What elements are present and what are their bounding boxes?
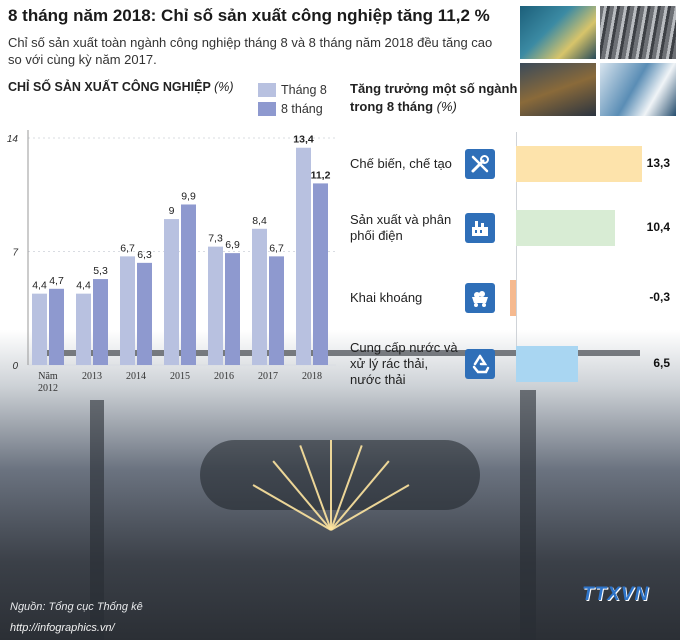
bar-chart-legend: Tháng 8 8 tháng xyxy=(258,80,327,118)
bar-value-label: 5,3 xyxy=(93,265,108,277)
bar-value-label: 7,3 xyxy=(208,233,223,245)
x-tick-label: 2015 xyxy=(170,371,190,382)
sector-value: 13,3 xyxy=(646,156,670,170)
x-tick-label: 2018 xyxy=(302,371,322,382)
bar-value-label: 6,7 xyxy=(120,242,135,254)
sector-label: Chế biến, chế tạo xyxy=(350,156,452,171)
bar-8thang xyxy=(225,253,240,365)
x-tick-label: 2014 xyxy=(126,371,146,382)
photo-thumbnails xyxy=(520,6,676,116)
power-plant-icon xyxy=(465,213,495,243)
mining-cart-icon xyxy=(465,283,495,313)
sector-label: Khai khoáng xyxy=(350,290,423,305)
sector-label: Sản xuất và phân phối điện xyxy=(350,212,452,243)
bar-thang8 xyxy=(164,219,179,365)
x-tick-label: 2016 xyxy=(214,371,234,382)
bar-thang8 xyxy=(32,293,47,365)
bar-value-label: 4,4 xyxy=(32,280,47,292)
bar-chart-title: CHỈ SỐ SẢN XUẤT CÔNG NGHIỆP (%) xyxy=(8,80,234,94)
bar-chart-title-text: CHỈ SỐ SẢN XUẤT CÔNG NGHIỆP xyxy=(8,80,211,94)
bar-value-label: 9,9 xyxy=(181,190,196,202)
bar-thang8 xyxy=(252,228,267,365)
website-link[interactable]: http://infographics.vn/ xyxy=(10,622,115,634)
sector-growth-title: Tăng trưởng một số ngành trong 8 tháng (… xyxy=(350,80,540,116)
page-subtitle: Chỉ số sản xuất toàn ngành công nghiệp t… xyxy=(8,35,493,67)
bar-value-label: 8,4 xyxy=(252,215,267,227)
bar-8thang xyxy=(93,279,108,365)
ttxvn-logo: TTXVN xyxy=(582,584,650,605)
sector-bar-dien xyxy=(516,210,615,246)
y-tick-label: 7 xyxy=(12,248,18,259)
bar-chart-unit: (%) xyxy=(214,80,234,94)
x-tick-label: 2012 xyxy=(38,383,58,394)
x-tick-label: 2017 xyxy=(258,371,278,382)
bar-value-label: 4,4 xyxy=(76,280,91,292)
photo-beam xyxy=(520,390,536,640)
bar-value-label: 6,9 xyxy=(225,239,240,251)
thumbnail-factory-workers xyxy=(520,6,596,59)
sector-value: -0,3 xyxy=(649,290,670,304)
photo-beam xyxy=(40,350,640,356)
sector-value: 6,5 xyxy=(653,356,670,370)
source-note: Nguồn: Tổng cục Thống kê xyxy=(10,601,143,613)
x-tick-label: 2013 xyxy=(82,371,102,382)
thumbnail-assembly-line xyxy=(600,63,676,116)
legend-item-thang8: Tháng 8 xyxy=(258,80,327,99)
bar-value-label: 13,4 xyxy=(293,134,314,146)
bar-thang8 xyxy=(120,256,135,365)
legend-item-8thang: 8 tháng xyxy=(258,99,327,118)
sector-label: Cung cấp nước và xử lý rác thải, nước th… xyxy=(350,340,458,387)
thumbnail-steel-pipes xyxy=(600,6,676,59)
bar-8thang xyxy=(181,204,196,365)
page-title: 8 tháng năm 2018: Chỉ số sản xuất công n… xyxy=(8,6,490,25)
sector-growth-title-text: Tăng trưởng một số ngành trong 8 tháng xyxy=(350,81,518,114)
x-tick-label: Năm xyxy=(38,371,58,382)
bar-value-label: 9 xyxy=(169,205,175,217)
sector-bar-che-bien xyxy=(516,146,642,182)
legend-label-thang8: Tháng 8 xyxy=(281,82,327,97)
y-tick-label: 14 xyxy=(7,134,19,145)
thumbnail-workshop xyxy=(520,63,596,116)
sector-value: 10,4 xyxy=(646,220,670,234)
bar-8thang xyxy=(269,256,284,365)
bar-8thang xyxy=(137,262,152,365)
bar-thang8 xyxy=(76,293,91,365)
y-tick-label: 0 xyxy=(12,361,18,372)
wrench-screwdriver-icon xyxy=(465,149,495,179)
sector-growth-unit: (%) xyxy=(436,99,457,114)
sector-bar-cung-cap-nuoc xyxy=(516,346,578,382)
legend-swatch-thang8 xyxy=(258,82,276,97)
bar-value-label: 6,7 xyxy=(269,242,284,254)
bar-8thang xyxy=(313,183,328,365)
photo-spark xyxy=(330,440,332,530)
bar-value-label: 11,2 xyxy=(311,169,331,181)
photo-beam xyxy=(90,400,104,640)
sector-zero-axis xyxy=(516,132,517,377)
bar-thang8 xyxy=(296,147,311,365)
photo-robot-arm xyxy=(200,440,480,510)
bar-8thang xyxy=(49,288,64,365)
bar-value-label: 4,7 xyxy=(49,275,64,287)
legend-swatch-8thang xyxy=(258,101,276,116)
bar-thang8 xyxy=(208,246,223,365)
sector-bar-khai-khoang xyxy=(510,280,516,316)
legend-label-8thang: 8 tháng xyxy=(281,101,323,116)
bar-value-label: 6,3 xyxy=(137,249,152,261)
recycle-icon xyxy=(465,349,495,379)
